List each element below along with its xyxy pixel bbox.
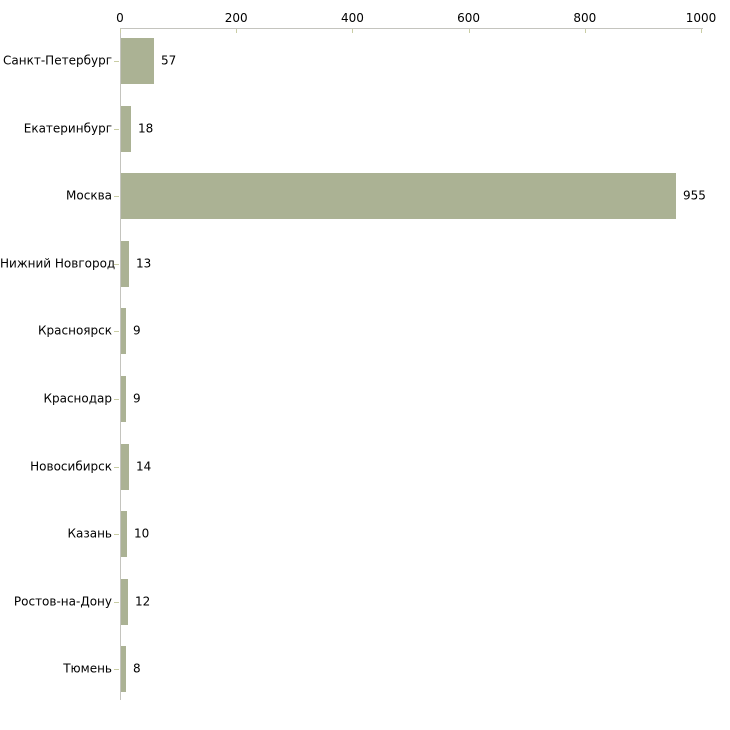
category-tick-mark [114, 61, 119, 62]
bar-2 [121, 105, 131, 152]
value-label: 13 [136, 256, 152, 271]
value-label: 9 [133, 323, 141, 338]
bar-6 [121, 376, 126, 422]
x-axis-tick-mark [584, 29, 586, 33]
x-axis-tick-mark [352, 29, 354, 33]
category-label: Тюмень [63, 661, 112, 676]
category-tick-mark [114, 534, 119, 536]
y-axis-line [120, 28, 121, 700]
bar-7 [121, 443, 129, 490]
bar-5 [121, 308, 126, 355]
x-axis-tick-label: 0 [116, 11, 124, 25]
x-axis-tick-mark [236, 29, 238, 33]
value-label: 9 [133, 391, 141, 406]
value-label: 57 [161, 53, 177, 68]
bar-3 [121, 173, 676, 220]
bar-1 [121, 38, 154, 84]
category-label: Краснодар [43, 391, 112, 406]
x-axis-tick-mark [468, 29, 470, 33]
value-label: 8 [133, 661, 141, 676]
category-tick-mark [114, 466, 119, 468]
value-label: 14 [136, 459, 152, 474]
value-label: 955 [683, 188, 706, 203]
bar-8 [121, 511, 127, 558]
category-tick-mark [114, 331, 119, 333]
category-tick-mark [114, 669, 119, 671]
category-label: Казань [67, 526, 112, 541]
x-axis-tick-label: 200 [224, 11, 248, 25]
category-tick-mark [114, 601, 119, 603]
category-label: Москва [66, 188, 112, 203]
x-axis-tick-label: 1000 [685, 11, 717, 25]
bar-9 [121, 578, 128, 625]
category-label: Новосибирск [30, 459, 112, 474]
category-tick-mark [114, 399, 119, 400]
x-axis-tick-label: 600 [457, 11, 481, 25]
bar-10 [121, 646, 126, 693]
category-label: Нижний Новгород [0, 256, 116, 271]
value-label: 18 [138, 121, 154, 136]
category-label: Ростов-на-Дону [13, 594, 112, 609]
category-label: Екатеринбург [23, 121, 112, 136]
category-tick-mark [114, 128, 119, 130]
bar-4 [121, 240, 129, 287]
x-axis-tick-mark [120, 29, 121, 33]
x-axis-line [120, 28, 703, 29]
value-label: 12 [135, 594, 151, 609]
x-axis-tick-mark [701, 29, 702, 33]
category-tick-mark [114, 263, 119, 265]
x-axis-tick-label: 800 [573, 11, 597, 25]
x-axis-tick-label: 400 [340, 11, 364, 25]
category-label: Санкт-Петербург [3, 53, 112, 68]
value-label: 10 [134, 526, 150, 541]
category-tick-mark [114, 196, 119, 198]
category-label: Красноярск [38, 323, 112, 338]
